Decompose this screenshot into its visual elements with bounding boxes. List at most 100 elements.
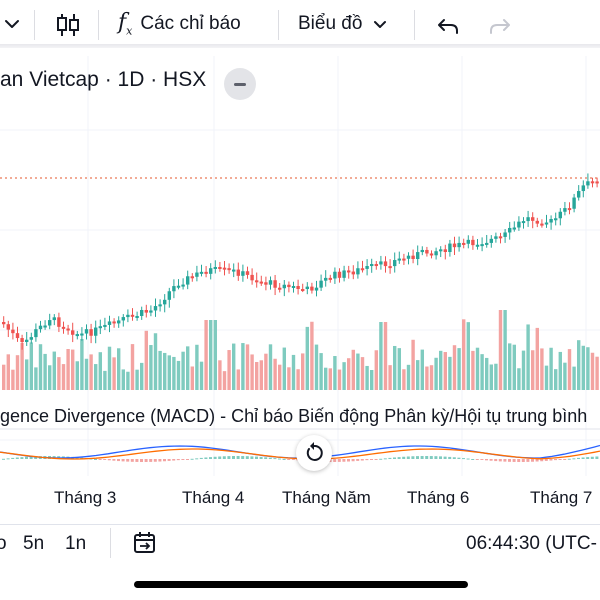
volume-bar [15,355,20,390]
redo-icon[interactable] [488,0,512,48]
volume-bar [301,353,305,390]
candle-body [195,272,199,277]
volume-bar [236,369,240,390]
candle-body [153,306,158,311]
volume-bar [245,344,250,390]
macd-histogram-bar [595,456,599,459]
macd-histogram-bar [255,456,258,459]
volume-bar [383,322,388,390]
volume-bar [360,357,365,390]
candle-body [268,280,273,285]
macd-histogram-bar [498,459,502,462]
volume-bar [388,365,392,390]
candlestick-icon[interactable] [54,0,82,48]
volume-bar [6,354,10,390]
macd-histogram-bar [443,456,447,459]
volume-bar [135,369,139,390]
volume-bar [531,350,535,390]
candle-body [420,249,424,253]
candle-body [204,271,208,274]
candle-body [342,270,346,278]
volume-bar [71,349,75,390]
candle-body [462,242,466,245]
macd-histogram-bar [402,456,406,459]
candle-body [563,208,567,212]
toolbar-divider [98,10,99,40]
undo-icon[interactable] [436,0,460,48]
volume-bar [163,352,167,390]
volume-bar [190,366,194,390]
volume-bar [324,367,328,390]
volume-bar [503,310,507,390]
candle-body [103,324,107,327]
macd-histogram-bar [126,459,130,462]
macd-histogram-bar [2,458,5,460]
candle-body [89,329,93,336]
candle-body [186,276,190,285]
macd-histogram-bar [245,456,249,459]
volume-bar [351,349,355,390]
macd-histogram-bar [278,458,281,460]
volume-bar [2,364,6,390]
date-range-icon[interactable] [132,530,158,561]
range-button-partial[interactable]: o [0,533,7,554]
chevron-down-icon[interactable] [4,0,20,48]
bottom-divider [110,528,111,558]
volume-bar [232,343,236,390]
macd-histogram-bar [521,459,525,462]
macd-histogram-bar [416,456,419,459]
candle-body [397,258,401,261]
range-button-1y[interactable]: 1n [65,533,87,554]
macd-histogram-bar [259,456,263,459]
candle-body [429,253,434,256]
volume-bar [498,310,503,390]
chart-type-button[interactable]: Biểu đồ [298,0,390,48]
reset-icon[interactable] [296,435,332,471]
volume-bar [393,345,397,390]
candle-body [172,286,176,292]
volume-bar [213,320,217,390]
volume-bar [20,342,24,390]
macd-histogram-bar [227,456,231,459]
clock-timezone[interactable]: 06:44:30 (UTC- [466,533,597,554]
macd-histogram-bar [388,457,392,459]
macd-histogram-bar [531,459,534,462]
candle-body [107,321,112,325]
candle-body [25,339,29,343]
candle-body [508,227,512,233]
volume-bar [25,359,29,390]
candle-body [273,280,277,288]
candle-body [365,266,369,269]
minus-icon[interactable] [224,68,256,100]
volume-bar [144,330,148,390]
volume-bar [429,365,434,390]
candle-body [558,211,562,219]
toolbar-divider [34,10,35,40]
candle-body [117,320,121,324]
volume-bar [448,356,452,390]
candle-body [218,266,222,269]
candle-body [112,321,116,324]
macd-histogram-bar [199,457,203,459]
macd-histogram-bar [273,458,277,460]
macd-histogram-bar [434,456,438,459]
volume-bar [452,345,457,390]
candle-body [80,333,84,336]
candle-body [236,269,240,276]
volume-bars [2,310,599,390]
time-axis-label: Tháng 7 [530,488,593,507]
candle-body [222,267,227,270]
volume-bar [535,327,539,390]
indicators-button[interactable]: fx Các chỉ báo [118,0,241,48]
macd-histogram-bar [393,457,396,459]
macd-histogram-bar [172,459,176,461]
range-button-5y[interactable]: 5n [23,533,45,554]
volume-bar [209,320,213,390]
candle-body [448,243,452,253]
candle-body [241,271,245,276]
volume-bar [434,357,438,390]
macd-histogram-bar [448,456,452,459]
price-chart[interactable] [0,0,600,514]
macd-histogram-bar [333,459,337,462]
symbol-legend[interactable]: an Vietcap · 1D · HSX [0,68,207,91]
